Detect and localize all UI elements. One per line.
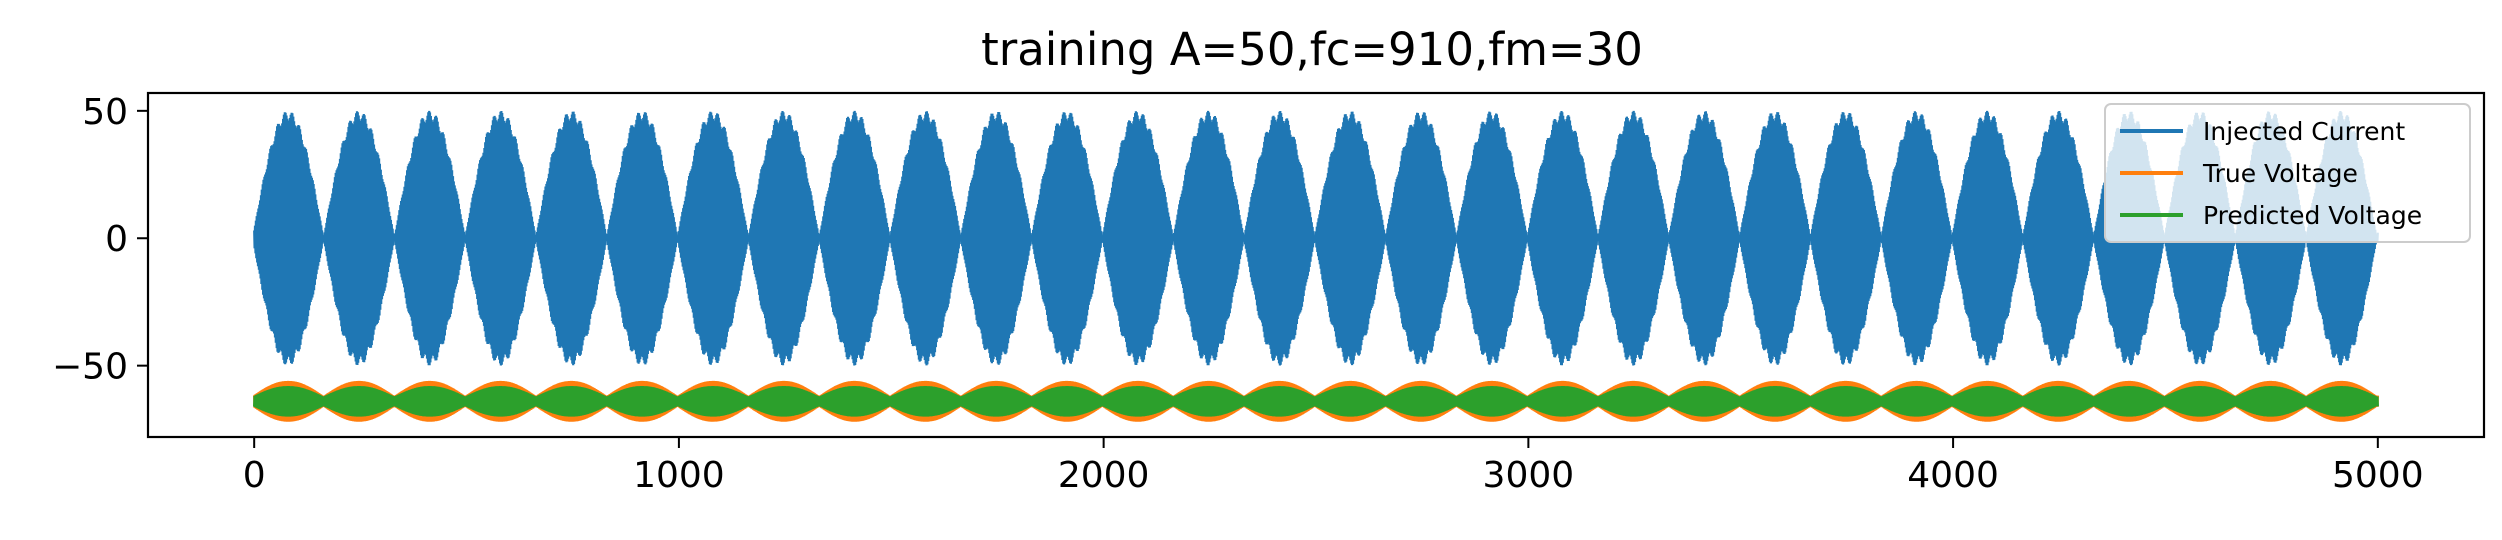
x-axis: 0 1000 2000 3000 4000 5000 xyxy=(243,437,2424,496)
x-tick-label: 1000 xyxy=(633,455,725,496)
series-line-injected-current xyxy=(253,110,2379,366)
legend-label-true-voltage: True Voltage xyxy=(2202,159,2358,188)
y-axis: 50 0 −50 xyxy=(52,92,148,388)
y-tick-label: 0 xyxy=(105,219,128,260)
legend-label-predicted-voltage: Predicted Voltage xyxy=(2203,201,2422,230)
chart-title: training A=50,fc=910,fm=30 xyxy=(981,23,1643,76)
x-tick-label: 3000 xyxy=(1483,455,1575,496)
x-tick-label: 4000 xyxy=(1907,455,1999,496)
plot-series xyxy=(253,110,2379,422)
x-tick-label: 2000 xyxy=(1058,455,1150,496)
legend: Injected Current True Voltage Predicted … xyxy=(2104,103,2471,243)
legend-label-injected-current: Injected Current xyxy=(2203,117,2405,146)
legend-box xyxy=(2104,103,2471,243)
x-tick-label: 0 xyxy=(243,455,266,496)
y-tick-label: 50 xyxy=(82,92,128,133)
series-line-predicted-voltage xyxy=(253,385,2379,417)
x-tick-label: 5000 xyxy=(2332,455,2424,496)
y-tick-label: −50 xyxy=(52,347,128,388)
plot-frame xyxy=(146,91,2486,439)
